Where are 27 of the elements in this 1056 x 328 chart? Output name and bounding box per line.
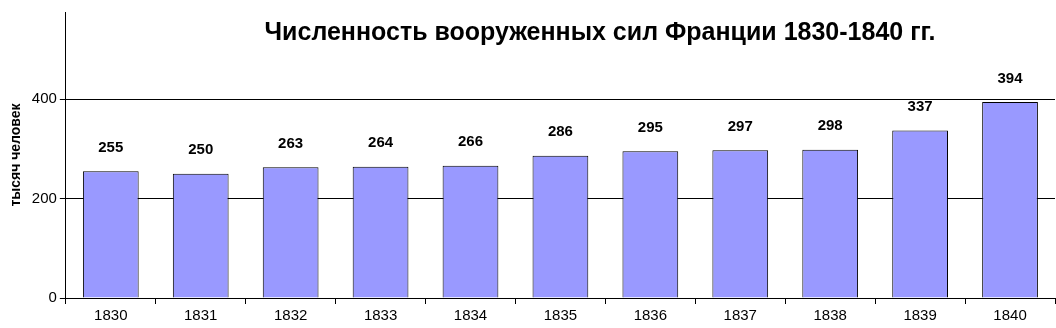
x-tick-label: 1838 (813, 306, 847, 324)
x-tick-label: 1835 (543, 306, 578, 324)
data-label: 286 (547, 122, 573, 140)
x-tick-label: 1831 (184, 306, 218, 324)
data-label: 337 (907, 97, 933, 115)
x-tick-label: 1833 (363, 306, 398, 324)
data-label: 266 (457, 132, 483, 150)
x-tick-label: 1839 (903, 306, 937, 324)
x-tick-label: 1834 (453, 306, 488, 324)
x-tick-label: 1832 (273, 306, 308, 324)
x-tick-label: 1836 (633, 306, 668, 324)
data-label: 264 (368, 133, 394, 151)
data-label: 298 (817, 116, 843, 134)
data-label: 297 (727, 116, 753, 134)
y-axis-title: тысяч человек (7, 102, 24, 207)
data-label: 394 (997, 68, 1024, 86)
data-label: 255 (98, 137, 124, 155)
data-label: 250 (188, 140, 214, 158)
data-label: 263 (278, 133, 304, 151)
y-tick-label: 200 (31, 188, 57, 206)
x-tick-label: 1837 (723, 306, 757, 324)
x-tick-label: 1830 (94, 306, 128, 324)
data-label: 295 (637, 117, 663, 135)
x-tick-label: 1840 (993, 306, 1027, 324)
y-tick-label: 400 (31, 89, 57, 107)
chart-title: Численность вооруженных сил Франции 1830-1840 гг. (264, 16, 936, 45)
y-tick-label: 0 (48, 288, 57, 306)
